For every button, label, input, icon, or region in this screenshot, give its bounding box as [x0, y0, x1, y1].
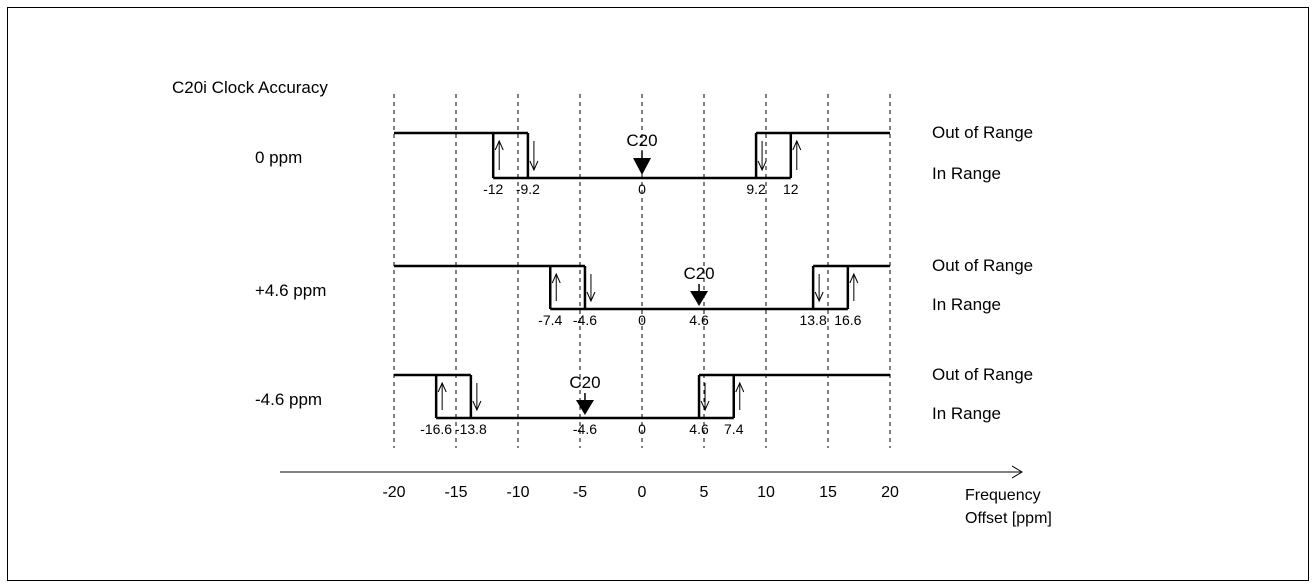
tick-label: -10: [506, 484, 529, 501]
row-1: C20 0 ppm Out of Range In Range -12 -9.2 0 9.2 1…: [255, 123, 1033, 197]
edge-value-label: -4.6: [573, 421, 597, 437]
edge-value-label: -16.6: [420, 421, 452, 437]
out-of-range-label: Out of Range: [932, 365, 1033, 384]
tick-label: 20: [881, 484, 899, 501]
row-label: +4.6 ppm: [255, 281, 326, 300]
row-3: C20 -4.6 ppm Out of Range In Range -16.6 -13.…: [255, 365, 1033, 437]
row-label: 0 ppm: [255, 148, 302, 167]
axis-title-line1: Frequency: [965, 487, 1041, 504]
edge-value-label: 4.6: [689, 312, 709, 328]
figure-frame: [7, 7, 1309, 581]
tick-label: -20: [382, 484, 405, 501]
edge-value-label: -4.6: [573, 312, 597, 328]
edge-value-label: 12: [783, 181, 799, 197]
in-range-label: In Range: [932, 164, 1001, 183]
edge-value-label: -13.8: [455, 421, 487, 437]
axis-title-line2: Offset [ppm]: [965, 510, 1052, 527]
row-label: -4.6 ppm: [255, 390, 322, 409]
out-of-range-label: Out of Range: [932, 123, 1033, 142]
row-2: C20 +4.6 ppm Out of Range In Range -7.4 -4.6 0…: [255, 256, 1033, 328]
diagram-title: C20i Clock Accuracy: [172, 78, 328, 97]
edge-value-label: -12: [483, 181, 503, 197]
tick-label: 15: [819, 484, 837, 501]
edge-value-label: 0: [638, 181, 646, 197]
c20-marker-label: C20: [683, 264, 714, 283]
c20-marker-label: C20: [626, 131, 657, 150]
tick-label: -15: [444, 484, 467, 501]
edge-value-label: 0: [638, 312, 646, 328]
grid-lines: [393, 94, 891, 448]
edge-value-label: -9.2: [516, 181, 540, 197]
edge-value-label: 16.6: [834, 312, 861, 328]
frequency-axis: -20 -15 -10 -5 0 5 10 15 20 Frequency Offset [ppm]: [280, 465, 1052, 527]
c20-marker-icon: [633, 158, 651, 175]
edge-value-label: 4.6: [689, 421, 709, 437]
out-of-range-label: Out of Range: [932, 256, 1033, 275]
edge-value-label: 7.4: [724, 421, 744, 437]
rows: C20 0 ppm Out of Range In Range -12 -9.2 0 9.2 1…: [255, 123, 1033, 437]
tick-label: 5: [700, 484, 709, 501]
in-range-label: In Range: [932, 295, 1001, 314]
tick-label: 10: [757, 484, 775, 501]
edge-value-label: 0: [638, 421, 646, 437]
edge-value-label: 13.8: [799, 312, 826, 328]
in-range-label: In Range: [932, 404, 1001, 423]
c20-marker-icon: [575, 400, 594, 415]
edge-value-label: -7.4: [538, 312, 562, 328]
c20-marker-label: C20: [569, 373, 600, 392]
c20-marker-icon: [690, 291, 709, 306]
tick-label: 0: [638, 484, 647, 501]
edge-value-label: 9.2: [746, 181, 766, 197]
tick-label: -5: [573, 484, 587, 501]
axis-arrow-icon: [1011, 465, 1023, 479]
